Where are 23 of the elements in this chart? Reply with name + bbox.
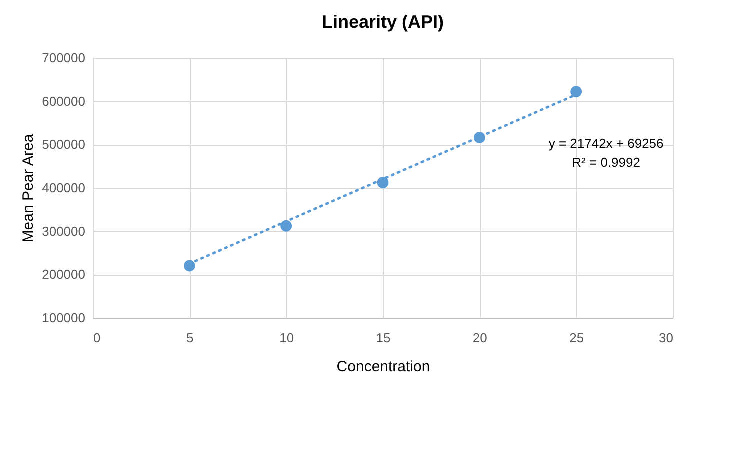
y-tick-label: 700000: [42, 50, 86, 66]
chart-title: Linearity (API): [322, 12, 444, 32]
y-tick-label: 500000: [42, 137, 86, 152]
annotation: R² = 0.9992: [572, 154, 640, 170]
x-axis-title: Concentration: [336, 358, 430, 376]
y-tick-label: 200000: [42, 267, 86, 282]
x-tick-label: 25: [570, 330, 584, 346]
x-tick-label: 0: [94, 330, 101, 346]
point: [570, 86, 582, 98]
y-axis-title: Mean Pear Area: [20, 134, 38, 243]
x-tick-label: 10: [280, 330, 294, 346]
x-tick-label: 30: [659, 330, 674, 346]
y-tick-label: 600000: [42, 94, 86, 109]
annotation: y = 21742x + 69256: [548, 136, 664, 151]
x-tick-label: 15: [376, 330, 391, 346]
x-tick-label: 5: [186, 330, 194, 346]
point: [184, 260, 196, 272]
y-tick-label: 300000: [42, 224, 86, 239]
point: [377, 177, 389, 188]
point: [280, 220, 292, 232]
y-tick-label: 100000: [42, 310, 86, 326]
x-tick-label: 20: [472, 330, 488, 346]
y-tick-label: 400000: [42, 180, 86, 196]
